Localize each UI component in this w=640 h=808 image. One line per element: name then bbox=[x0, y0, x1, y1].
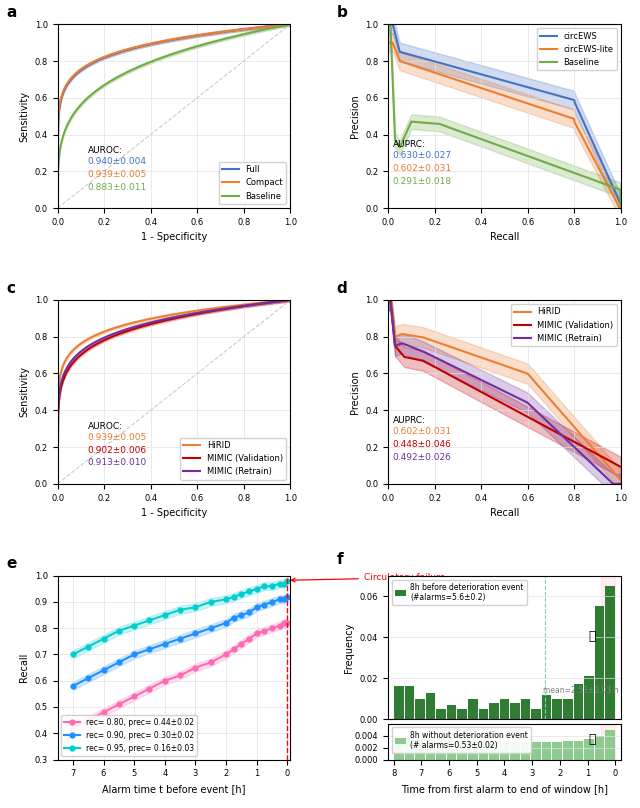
Bar bbox=[458, 741, 467, 760]
Bar bbox=[447, 705, 456, 719]
Bar bbox=[468, 741, 477, 760]
Bar bbox=[415, 699, 425, 719]
Bar bbox=[489, 742, 499, 760]
X-axis label: Recall: Recall bbox=[490, 508, 519, 518]
Text: d: d bbox=[337, 280, 348, 296]
Legend: circEWS, circEWS-lite, Baseline: circEWS, circEWS-lite, Baseline bbox=[536, 28, 616, 70]
Bar bbox=[510, 703, 520, 719]
Bar bbox=[404, 686, 414, 719]
Legend: 8h before deterioration event
(#alarms=5.6±0.2): 8h before deterioration event (#alarms=5… bbox=[392, 579, 527, 605]
Bar bbox=[542, 742, 552, 760]
Bar bbox=[605, 586, 615, 719]
Bar bbox=[563, 699, 573, 719]
Bar bbox=[563, 741, 573, 760]
Text: 0.939±0.005: 0.939±0.005 bbox=[88, 432, 147, 442]
Text: 0.291±0.018: 0.291±0.018 bbox=[393, 177, 452, 186]
Bar bbox=[584, 676, 594, 719]
Bar bbox=[584, 739, 594, 760]
Bar bbox=[404, 738, 414, 760]
Bar bbox=[552, 742, 562, 760]
Bar bbox=[468, 699, 477, 719]
Y-axis label: Frequency: Frequency bbox=[344, 622, 355, 672]
Legend: rec= 0.80, prec= 0.44±0.02, rec= 0.90, prec= 0.30±0.02, rec= 0.95, prec= 0.16±0.: rec= 0.80, prec= 0.44±0.02, rec= 0.90, p… bbox=[61, 715, 197, 755]
Text: 0.602±0.031: 0.602±0.031 bbox=[393, 164, 452, 173]
Bar bbox=[426, 740, 435, 760]
Bar bbox=[542, 695, 552, 719]
Text: 0.940±0.004: 0.940±0.004 bbox=[88, 157, 147, 166]
Text: e: e bbox=[6, 557, 17, 571]
X-axis label: Alarm time t before event [h]: Alarm time t before event [h] bbox=[102, 784, 246, 793]
Bar bbox=[436, 709, 446, 719]
Legend: Full, Compact, Baseline: Full, Compact, Baseline bbox=[219, 162, 286, 204]
Bar bbox=[602, 575, 615, 719]
Bar bbox=[436, 740, 446, 760]
Legend: HiRID, MIMIC (Validation), MIMIC (Retrain): HiRID, MIMIC (Validation), MIMIC (Retrai… bbox=[180, 438, 286, 480]
Text: 0.492±0.026: 0.492±0.026 bbox=[393, 453, 452, 462]
Text: AUROC:: AUROC: bbox=[88, 422, 123, 431]
Bar bbox=[489, 703, 499, 719]
Bar bbox=[602, 724, 615, 760]
Bar bbox=[510, 742, 520, 760]
Bar bbox=[394, 738, 404, 760]
X-axis label: Recall: Recall bbox=[490, 233, 519, 242]
Bar bbox=[573, 741, 583, 760]
Y-axis label: Precision: Precision bbox=[349, 95, 360, 138]
Y-axis label: Recall: Recall bbox=[19, 653, 29, 682]
Text: f: f bbox=[337, 552, 344, 567]
Bar bbox=[521, 742, 531, 760]
Bar bbox=[573, 684, 583, 719]
Text: 0.883±0.011: 0.883±0.011 bbox=[88, 183, 147, 191]
Bar bbox=[394, 686, 404, 719]
Legend: HiRID, MIMIC (Validation), MIMIC (Retrain): HiRID, MIMIC (Validation), MIMIC (Retrai… bbox=[511, 304, 616, 346]
Text: AUPRC:: AUPRC: bbox=[393, 141, 426, 149]
Bar bbox=[479, 709, 488, 719]
Text: ⛏: ⛏ bbox=[588, 734, 596, 747]
Bar bbox=[447, 740, 456, 760]
Bar bbox=[458, 709, 467, 719]
Text: 0.902±0.006: 0.902±0.006 bbox=[88, 445, 147, 455]
X-axis label: 1 - Specificity: 1 - Specificity bbox=[141, 233, 207, 242]
Y-axis label: Sensitivity: Sensitivity bbox=[19, 366, 29, 418]
Text: 0.630±0.027: 0.630±0.027 bbox=[393, 151, 452, 161]
Y-axis label: Sensitivity: Sensitivity bbox=[19, 90, 29, 141]
Text: b: b bbox=[337, 5, 348, 20]
X-axis label: 1 - Specificity: 1 - Specificity bbox=[141, 508, 207, 518]
X-axis label: Time from first alarm to end of window [h]: Time from first alarm to end of window [… bbox=[401, 784, 608, 793]
Bar bbox=[415, 739, 425, 760]
Text: Circulatory failure: Circulatory failure bbox=[291, 574, 445, 583]
Text: a: a bbox=[6, 5, 17, 20]
Bar bbox=[426, 692, 435, 719]
Bar bbox=[531, 709, 541, 719]
Text: 0.913±0.010: 0.913±0.010 bbox=[88, 458, 147, 467]
Bar bbox=[479, 742, 488, 760]
Text: 0.448±0.046: 0.448±0.046 bbox=[393, 440, 452, 449]
Text: AUPRC:: AUPRC: bbox=[393, 416, 426, 425]
Text: ⛏: ⛏ bbox=[588, 630, 596, 643]
Bar bbox=[595, 607, 604, 719]
Bar bbox=[605, 730, 615, 760]
Bar bbox=[595, 735, 604, 760]
Text: mean=2.53±0.03 h: mean=2.53±0.03 h bbox=[543, 685, 619, 695]
Text: AUROC:: AUROC: bbox=[88, 146, 123, 155]
Y-axis label: Precision: Precision bbox=[349, 370, 360, 414]
Bar bbox=[500, 742, 509, 760]
Bar bbox=[500, 699, 509, 719]
Text: c: c bbox=[6, 280, 15, 296]
Text: 0.939±0.005: 0.939±0.005 bbox=[88, 170, 147, 179]
Bar bbox=[521, 699, 531, 719]
Legend: 8h without deterioration event
(# alarms=0.53±0.02): 8h without deterioration event (# alarms… bbox=[392, 727, 531, 753]
Text: 0.602±0.031: 0.602±0.031 bbox=[393, 427, 452, 436]
Bar bbox=[552, 699, 562, 719]
Bar bbox=[531, 742, 541, 760]
